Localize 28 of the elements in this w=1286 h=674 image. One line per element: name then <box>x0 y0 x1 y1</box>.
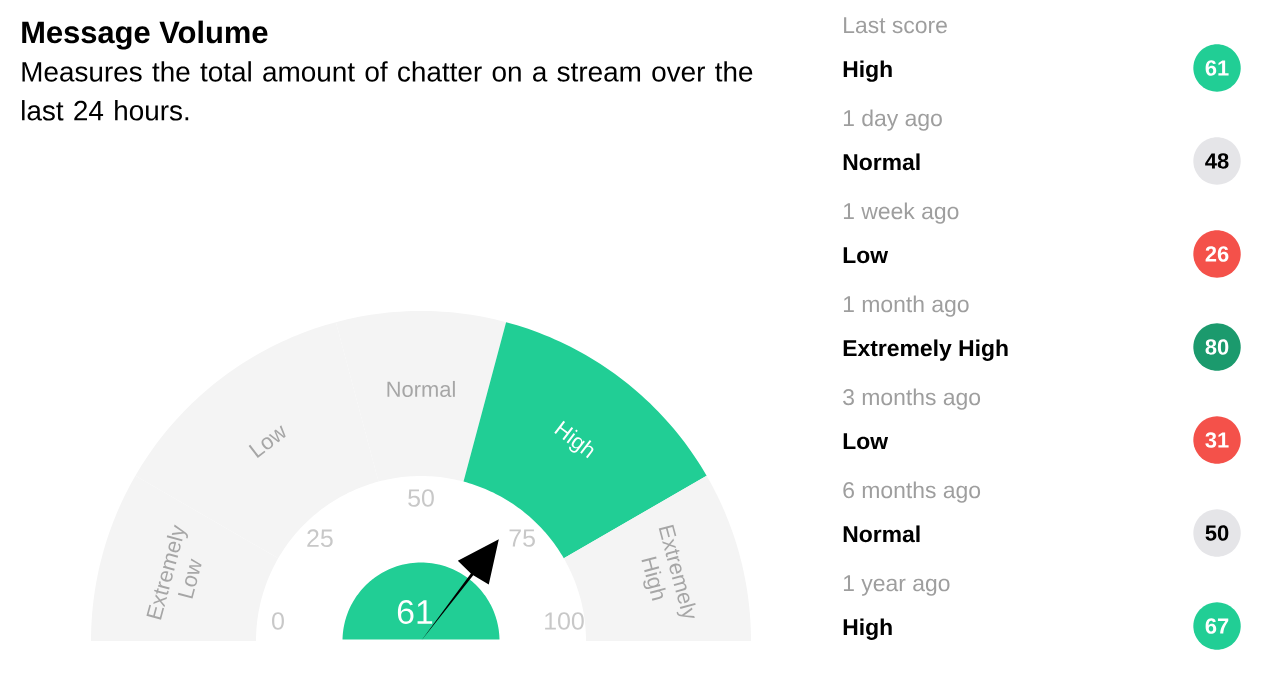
data-label: 50 <box>1205 525 1229 541</box>
category-label: 3 months ago <box>843 388 981 410</box>
text: Low <box>843 247 889 264</box>
data-label: 26 <box>1205 246 1229 262</box>
slice-label: Low <box>248 425 286 458</box>
category-label: 1 week ago <box>843 202 959 224</box>
category-label: 1 year ago <box>843 575 950 596</box>
category-label: 1 day ago <box>843 109 942 131</box>
slice-label: Extremely High <box>641 524 696 618</box>
text: 61 <box>397 600 433 624</box>
data-label: 31 <box>1205 432 1229 448</box>
chart-title: Message Volume <box>22 20 268 50</box>
text: High <box>843 618 892 640</box>
data-label: 48 <box>1205 153 1229 169</box>
data-label: 80 <box>1205 339 1229 355</box>
slice-label: High <box>554 420 594 459</box>
category-label: Last score <box>844 17 947 34</box>
slice-label: Normal <box>387 380 455 398</box>
text: Normal <box>843 525 920 543</box>
text: High <box>843 60 892 82</box>
category-label: 1 month ago <box>843 295 969 317</box>
text: Low <box>843 433 889 450</box>
text: Normal <box>843 153 920 171</box>
data-label: 67 <box>1205 618 1229 634</box>
data-label: 61 <box>1205 60 1229 76</box>
chart-subtitle: Measures the total amount of chatter on a stream over the last 24 hours. <box>22 61 753 121</box>
text: Extremely High <box>843 339 1008 361</box>
category-label: 6 months ago <box>843 481 981 503</box>
